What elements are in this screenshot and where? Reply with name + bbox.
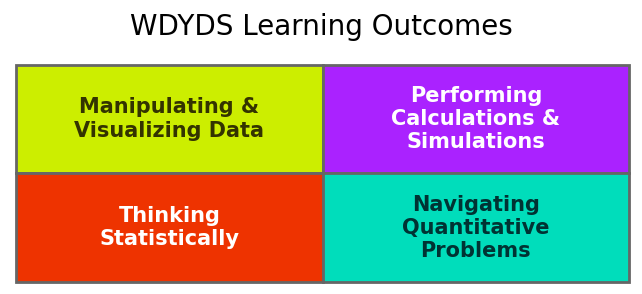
Bar — [16, 173, 323, 282]
Bar — [323, 65, 629, 173]
Text: WDYDS Learning Outcomes: WDYDS Learning Outcomes — [130, 13, 512, 41]
Bar — [323, 173, 629, 282]
Text: Manipulating &
Visualizing Data: Manipulating & Visualizing Data — [74, 98, 265, 141]
Text: Navigating
Quantitative
Problems: Navigating Quantitative Problems — [402, 195, 550, 261]
Text: Performing
Calculations &
Simulations: Performing Calculations & Simulations — [392, 86, 560, 152]
Text: Thinking
Statistically: Thinking Statistically — [100, 206, 239, 249]
Bar — [16, 65, 323, 173]
